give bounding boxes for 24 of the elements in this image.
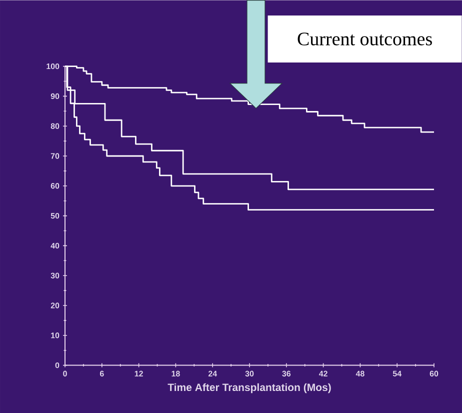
- x-tick-label: 42: [318, 370, 328, 376]
- text: Current outcomes: [298, 32, 432, 46]
- y-tick-label: 60: [50, 182, 60, 189]
- y-tick-label: 100: [46, 63, 60, 69]
- x-tick-label: 54: [392, 370, 402, 376]
- x-tick-label: 48: [356, 370, 364, 376]
- x-tick-label: 6: [100, 370, 104, 376]
- y-tick-label: 30: [50, 272, 60, 278]
- x-tick-label: 36: [282, 370, 291, 376]
- y-tick-label: 50: [50, 212, 60, 218]
- y-tick-label: 20: [50, 302, 60, 308]
- y-tick-label: 70: [50, 153, 60, 159]
- y-tick-label: 10: [51, 332, 60, 338]
- x-tick-label: 12: [134, 370, 143, 376]
- x-tick-label: 0: [63, 370, 67, 376]
- y-tick-label: 80: [50, 123, 60, 129]
- y-tick-label: 40: [50, 242, 60, 248]
- x-tick-label: 18: [172, 370, 180, 376]
- x-axis-title: Time After Transplantation (Mos): [168, 383, 331, 393]
- x-tick-label: 30: [245, 370, 254, 376]
- x-tick-label: 24: [208, 370, 218, 376]
- x-tick-label: 60: [430, 370, 438, 376]
- y-tick-label: 90: [50, 93, 60, 99]
- y-tick-label: 0: [55, 362, 60, 368]
